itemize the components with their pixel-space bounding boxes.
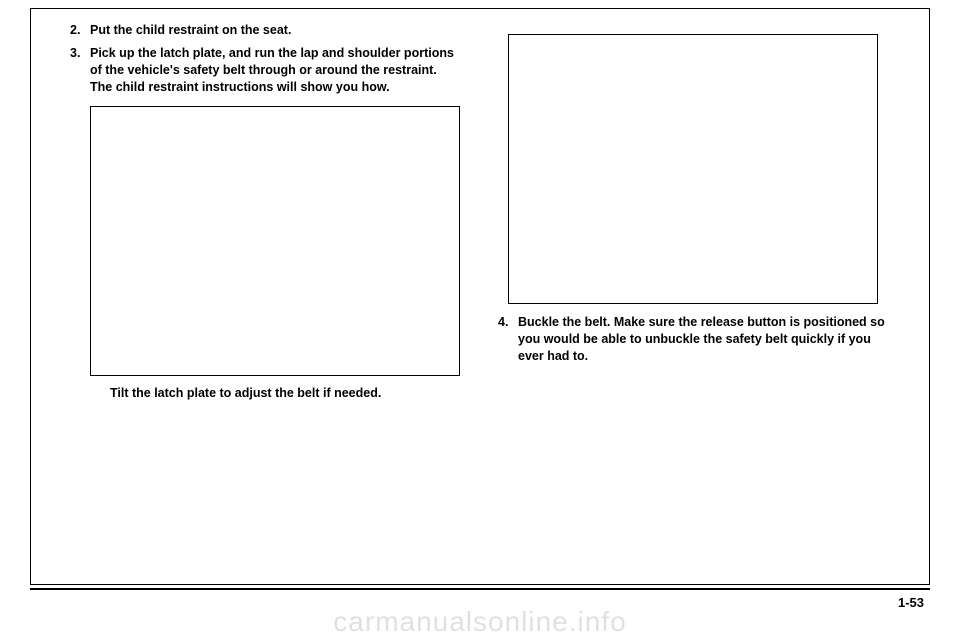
left-column: 2. Put the child restraint on the seat. … [30, 8, 480, 585]
footer-rule [30, 588, 930, 590]
watermark: carmanualsonline.info [0, 606, 960, 638]
step-3: 3. Pick up the latch plate, and run the … [70, 45, 462, 96]
step-4: 4. Buckle the belt. Make sure the releas… [498, 314, 890, 365]
figure-caption: Tilt the latch plate to adjust the belt … [110, 386, 462, 400]
step-number: 4. [498, 314, 518, 365]
step-2: 2. Put the child restraint on the seat. [70, 22, 462, 39]
step-number: 3. [70, 45, 90, 96]
page-content: 2. Put the child restraint on the seat. … [30, 8, 930, 585]
figure-left [90, 106, 460, 376]
step-number: 2. [70, 22, 90, 39]
step-text: Pick up the latch plate, and run the lap… [90, 45, 462, 96]
figure-right [508, 34, 878, 304]
step-text: Buckle the belt. Make sure the release b… [518, 314, 890, 365]
step-text: Put the child restraint on the seat. [90, 22, 462, 39]
right-column: 4. Buckle the belt. Make sure the releas… [480, 8, 930, 585]
